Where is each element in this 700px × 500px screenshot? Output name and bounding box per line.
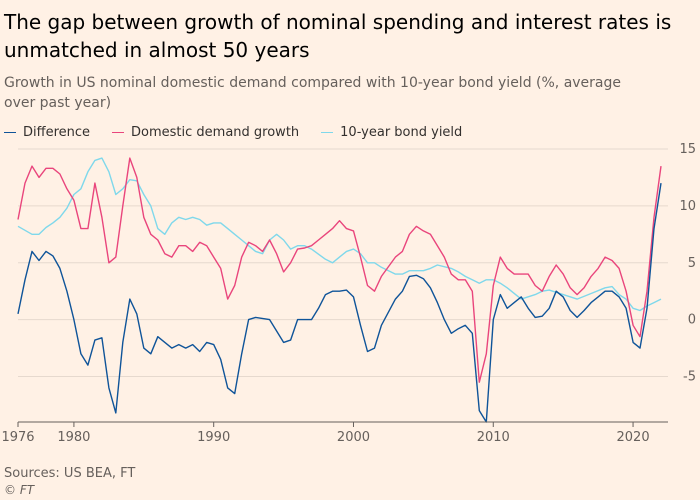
y-tick-label: 15 [679,142,696,157]
y-axis: 15 10 5 0 -5 [679,142,696,385]
y-tick-label: 10 [679,199,696,214]
source-note: Sources: US BEA, FT [4,466,136,481]
legend-label-demand: Domestic demand growth [131,124,300,140]
legend-item-bond-yield: 10-year bond yield [321,125,462,140]
series-layer [17,157,662,423]
grid-layer [18,148,668,377]
chart-title: The gap between growth of nominal spendi… [4,10,672,62]
x-tick-label: 2010 [477,430,510,445]
series-line-10-year-bond-yield [17,157,662,312]
legend-label-bond-yield: 10-year bond yield [340,124,463,140]
legend-item-difference: Difference [4,125,90,140]
x-axis: 1976 1980 1990 2000 2010 2020 [1,421,668,445]
copyright-note: © FT [4,483,35,497]
legend-swatch-bond-yield [321,131,334,133]
y-tick-label: -5 [683,370,696,385]
legend-item-demand: Domestic demand growth [112,125,299,140]
legend-label-difference: Difference [23,124,91,140]
series-line-domestic-demand-growth [17,157,662,383]
legend-swatch-demand [112,131,125,133]
y-tick-label: 5 [688,256,696,271]
x-tick-label: 2020 [617,430,650,445]
x-tick-label: 1976 [1,430,34,445]
series-line-difference [17,182,662,423]
x-tick-label: 1990 [197,430,230,445]
legend: Difference Domestic demand growth 10-yea… [4,122,484,142]
y-tick-label: 0 [688,313,696,328]
x-tick-label: 1980 [57,430,90,445]
x-tick-label: 2000 [337,430,370,445]
chart-subtitle: Growth in US nominal domestic demand com… [4,75,622,111]
legend-swatch-difference [4,131,16,133]
